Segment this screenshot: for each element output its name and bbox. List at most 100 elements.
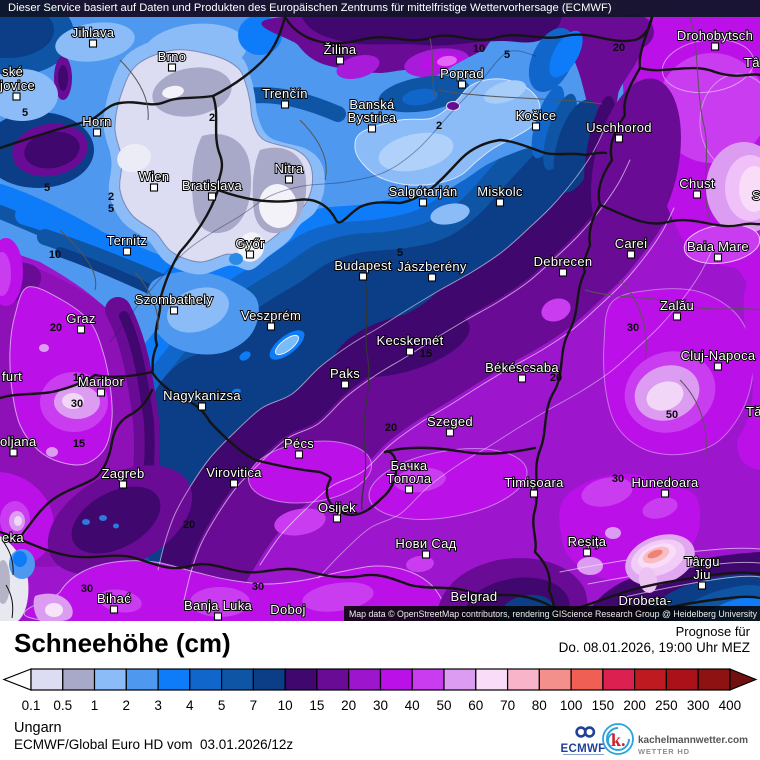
svg-text:2: 2: [209, 112, 215, 124]
svg-text:Uschhorod: Uschhorod: [586, 120, 652, 135]
svg-text:300: 300: [687, 698, 710, 713]
svg-text:Pécs: Pécs: [284, 436, 314, 451]
svg-text:30: 30: [612, 473, 624, 485]
svg-text:0.1: 0.1: [22, 698, 41, 713]
svg-text:150: 150: [592, 698, 615, 713]
svg-text:5: 5: [397, 247, 403, 259]
svg-text:ské: ské: [2, 64, 23, 79]
svg-text:Drohobytsch: Drohobytsch: [677, 28, 753, 43]
svg-text:Timișoara: Timișoara: [504, 475, 564, 490]
svg-text:S: S: [752, 188, 760, 203]
svg-text:ECMWF: ECMWF: [561, 743, 606, 755]
svg-text:30: 30: [373, 698, 388, 713]
svg-text:15: 15: [309, 698, 324, 713]
svg-text:5: 5: [218, 698, 226, 713]
svg-text:Trenčín: Trenčín: [262, 86, 308, 101]
svg-text:Košice: Košice: [516, 108, 557, 123]
svg-text:Maribor: Maribor: [78, 374, 125, 389]
svg-text:Reșița: Reșița: [568, 534, 607, 549]
svg-text:Brno: Brno: [158, 49, 187, 64]
svg-text:7: 7: [250, 698, 258, 713]
svg-text:Doboj: Doboj: [270, 602, 305, 617]
svg-text:Bystrica: Bystrica: [348, 110, 397, 125]
svg-text:10: 10: [49, 249, 61, 261]
svg-text:Virovitica: Virovitica: [206, 465, 262, 480]
svg-text:5: 5: [22, 107, 28, 119]
svg-text:50: 50: [666, 409, 678, 421]
svg-text:20: 20: [341, 698, 356, 713]
svg-text:2: 2: [108, 191, 114, 203]
svg-text:Budapest: Budapest: [334, 258, 391, 273]
svg-text:Szeged: Szeged: [427, 414, 473, 429]
svg-text:20: 20: [385, 422, 397, 434]
svg-text:200: 200: [623, 698, 646, 713]
svg-text:400: 400: [719, 698, 742, 713]
svg-text:Zalău: Zalău: [660, 298, 694, 313]
svg-text:80: 80: [532, 698, 547, 713]
svg-text:Osijek: Osijek: [318, 500, 356, 515]
svg-text:Jiu: Jiu: [693, 567, 711, 582]
svg-text:20: 20: [550, 372, 562, 384]
svg-text:Debrecen: Debrecen: [534, 254, 593, 269]
svg-text:40: 40: [405, 698, 420, 713]
svg-text:0.5: 0.5: [53, 698, 72, 713]
svg-text:5: 5: [504, 49, 510, 61]
svg-text:20: 20: [613, 42, 625, 54]
svg-text:3: 3: [154, 698, 162, 713]
svg-text:15: 15: [73, 438, 85, 450]
svg-text:250: 250: [655, 698, 678, 713]
svg-text:Žilina: Žilina: [324, 42, 357, 57]
svg-text:Nagykanizsa: Nagykanizsa: [163, 388, 241, 403]
svg-text:50: 50: [436, 698, 451, 713]
svg-text:Wien: Wien: [139, 169, 170, 184]
svg-text:Chust: Chust: [679, 176, 715, 191]
svg-text:Cluj-Napoca: Cluj-Napoca: [681, 348, 756, 363]
svg-text:eka: eka: [2, 530, 24, 545]
svg-text:Bratislava: Bratislava: [182, 178, 243, 193]
svg-text:Топола: Топола: [387, 471, 432, 486]
svg-text:30: 30: [627, 322, 639, 334]
svg-text:kachelmannwetter.com: kachelmannwetter.com: [638, 735, 748, 746]
svg-text:Hunedoara: Hunedoara: [631, 475, 698, 490]
svg-text:jovice: jovice: [0, 78, 35, 93]
svg-text:30: 30: [71, 398, 83, 410]
svg-text:10: 10: [73, 372, 85, 384]
svg-text:Nitra: Nitra: [275, 161, 304, 176]
svg-text:Békéscsaba: Békéscsaba: [485, 360, 559, 375]
svg-text:Graz: Graz: [66, 311, 95, 326]
svg-text:5: 5: [44, 182, 50, 194]
svg-text:20: 20: [50, 322, 62, 334]
svg-text:Szombathely: Szombathely: [135, 292, 214, 307]
svg-text:1: 1: [91, 698, 99, 713]
svg-text:70: 70: [500, 698, 515, 713]
svg-text:Baia Mare: Baia Mare: [687, 239, 749, 254]
svg-text:2: 2: [436, 120, 442, 132]
svg-text:Zagreb: Zagreb: [102, 466, 145, 481]
svg-text:Banská: Banská: [349, 97, 395, 112]
svg-text:Jihlava: Jihlava: [72, 25, 115, 40]
svg-text:furt: furt: [2, 369, 22, 384]
svg-text:Banja Luka: Banja Luka: [184, 598, 253, 613]
svg-text:Belgrad: Belgrad: [451, 589, 498, 604]
svg-text:10: 10: [278, 698, 293, 713]
svg-text:Bihać: Bihać: [97, 591, 131, 606]
svg-text:Horn: Horn: [82, 114, 111, 129]
svg-text:Нови Сад: Нови Сад: [395, 536, 456, 551]
svg-text:Paks: Paks: [330, 366, 360, 381]
svg-text:100: 100: [560, 698, 583, 713]
svg-text:30: 30: [252, 581, 264, 593]
svg-text:60: 60: [468, 698, 483, 713]
svg-text:Tâ: Tâ: [744, 55, 760, 70]
svg-text:Carei: Carei: [615, 236, 648, 251]
svg-text:k.: k.: [611, 730, 626, 750]
svg-text:Kecskemét: Kecskemét: [376, 333, 443, 348]
svg-text:Jászberény: Jászberény: [397, 259, 467, 274]
svg-text:Бачка: Бачка: [391, 458, 428, 473]
svg-text:10: 10: [473, 43, 485, 55]
svg-text:Salgótarján: Salgótarján: [388, 184, 457, 199]
svg-text:WETTER HD: WETTER HD: [638, 747, 690, 756]
svg-text:Ternitz: Ternitz: [107, 233, 147, 248]
svg-text:Poprad: Poprad: [440, 66, 484, 81]
svg-text:15: 15: [420, 348, 432, 360]
svg-text:Tă: Tă: [746, 404, 760, 419]
